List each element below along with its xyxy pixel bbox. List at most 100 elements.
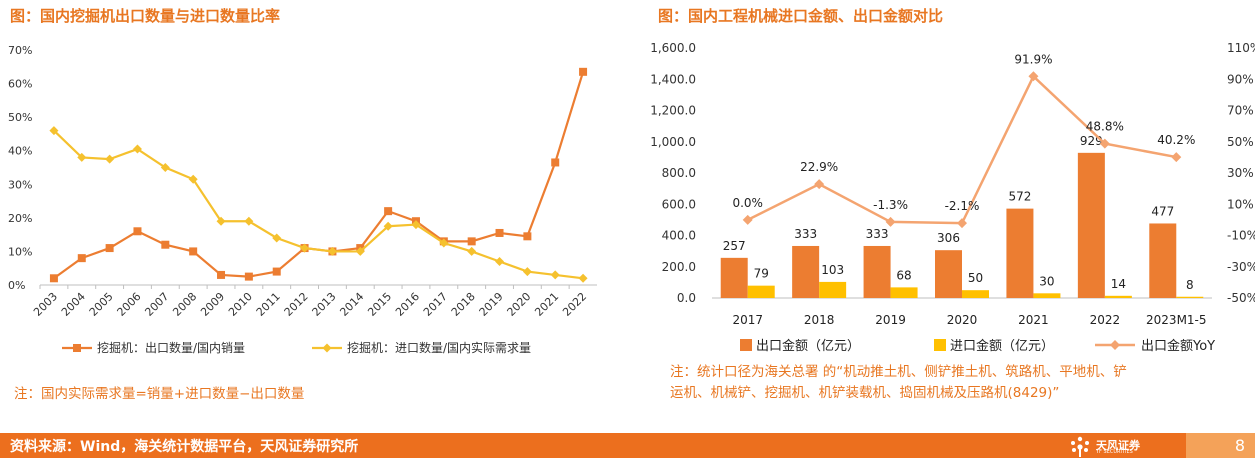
series-2-marker xyxy=(439,238,449,248)
source-text: 资料来源：Wind，海关统计数据平台，天风证券研究所 xyxy=(10,439,359,455)
legend-swatch-marker xyxy=(322,343,332,353)
y-tick-label: 50% xyxy=(8,111,32,124)
left-note: 注：国内实际需求量=销量+进口数量−出口数量 xyxy=(14,386,305,402)
series-line-2 xyxy=(53,129,584,280)
import-bar xyxy=(962,290,989,298)
import-data-label: 68 xyxy=(896,268,911,282)
y-tick-label: 30% xyxy=(8,178,32,191)
legend-swatch-import xyxy=(934,339,946,351)
right-chart-title: 图：国内工程机械进口金额、出口金额对比 xyxy=(658,7,944,25)
series-2-marker xyxy=(383,221,393,231)
series-1-marker xyxy=(272,267,281,276)
series-2-marker xyxy=(411,220,421,230)
legend-swatch-marker xyxy=(73,344,81,352)
y-tick-label: 10% xyxy=(8,245,32,258)
y-right-tick-label: -50% xyxy=(1227,291,1255,305)
legend-label: 挖掘机：进口数量/国内实际需求量 xyxy=(347,340,531,355)
y-right-tick-label: 70% xyxy=(1227,104,1254,118)
legend-label: 出口金额（亿元） xyxy=(756,338,860,354)
y-left-tick-label: 200.0 xyxy=(662,260,696,274)
series-2-marker xyxy=(244,216,254,226)
series-1-marker xyxy=(579,67,588,76)
y-left-tick-label: 800.0 xyxy=(662,166,696,180)
series-1-marker xyxy=(551,158,560,167)
import-data-label: 30 xyxy=(1039,274,1054,288)
x-tick-label: 2020 xyxy=(947,313,978,327)
series-1-marker xyxy=(189,247,198,256)
yoy-data-label: -2.1% xyxy=(945,199,980,213)
series-2-marker xyxy=(522,267,532,277)
import-bar xyxy=(747,285,775,298)
export-bar xyxy=(1077,152,1105,298)
series-2-marker xyxy=(272,233,282,243)
series-2-marker xyxy=(550,270,560,280)
series-2-marker xyxy=(160,163,170,172)
series-2-marker xyxy=(216,216,226,226)
series-1-marker xyxy=(384,207,393,216)
legend-swatch-export xyxy=(740,339,752,351)
left-chart-title: 图：国内挖掘机出口数量与进口数量比率 xyxy=(10,7,281,25)
series-2-marker xyxy=(77,152,87,162)
series-2-marker xyxy=(327,246,337,256)
yoy-data-label: 40.2% xyxy=(1157,133,1195,147)
export-bar xyxy=(1006,208,1034,298)
yoy-data-label: 22.9% xyxy=(800,160,838,174)
series-1-marker xyxy=(105,244,114,253)
y-left-tick-label: 600.0 xyxy=(662,197,696,211)
series-2-marker xyxy=(495,257,505,266)
y-tick-label: 70% xyxy=(8,44,32,57)
x-tick-label: 2019 xyxy=(875,313,906,327)
yoy-marker xyxy=(1028,71,1039,82)
yoy-data-label: 91.9% xyxy=(1014,52,1052,66)
y-tick-label: 40% xyxy=(8,145,32,158)
y-tick-label: 0% xyxy=(8,279,25,292)
series-1-marker xyxy=(133,227,142,236)
yoy-marker xyxy=(742,214,753,225)
series-1-marker xyxy=(49,274,58,283)
y-right-tick-label: -30% xyxy=(1227,260,1255,274)
series-1-marker xyxy=(244,272,253,281)
yoy-marker xyxy=(885,216,896,227)
logo-subtext: TF SECURITIES xyxy=(1096,449,1133,455)
series-2-marker xyxy=(467,246,477,256)
y-tick-label: 20% xyxy=(8,212,32,225)
export-data-label: 257 xyxy=(723,239,746,253)
y-left-tick-label: 1,000.0 xyxy=(650,135,696,149)
export-data-label: 333 xyxy=(794,227,817,241)
footer-bar: 资料来源：Wind，海关统计数据平台，天风证券研究所 天风证券 TF SECUR… xyxy=(0,433,1255,458)
series-1-marker xyxy=(217,270,226,279)
series-1-marker xyxy=(77,254,86,263)
logo-icon xyxy=(1071,436,1089,457)
export-bar xyxy=(1149,223,1177,298)
legend-label: 出口金额YoY xyxy=(1141,338,1215,354)
import-bar xyxy=(819,281,847,298)
legend-swatch-yoy-marker xyxy=(1110,340,1120,350)
import-data-label: 8 xyxy=(1186,278,1194,292)
export-data-label: 333 xyxy=(866,227,889,241)
export-bar xyxy=(792,245,820,298)
export-bar xyxy=(863,245,891,298)
export-data-label: 572 xyxy=(1008,190,1031,204)
export-data-label: 929 xyxy=(1080,134,1103,148)
series-1-marker xyxy=(495,228,504,237)
y-right-tick-label: 50% xyxy=(1227,135,1254,149)
yoy-data-label: 0.0% xyxy=(732,196,763,210)
y-right-tick-label: -10% xyxy=(1227,229,1255,243)
y-left-tick-label: 1,600.0 xyxy=(650,41,696,55)
series-1-marker xyxy=(467,237,476,246)
y-left-tick-label: 0.0 xyxy=(677,291,696,305)
y-right-tick-label: 30% xyxy=(1227,166,1254,180)
legend-label: 进口金额（亿元） xyxy=(950,338,1054,354)
series-2-marker xyxy=(300,243,310,253)
y-tick-label: 60% xyxy=(8,78,32,91)
right-note-line1: 注：统计口径为海关总署 的“机动推土机、侧铲推土机、筑路机、平地机、铲 xyxy=(670,364,1127,380)
right-note-line2: 运机、机械铲、挖掘机、机铲装载机、捣固机械及压路机(8429)” xyxy=(670,385,1060,401)
y-left-tick-label: 1,400.0 xyxy=(650,72,696,86)
export-data-label: 306 xyxy=(937,231,960,245)
series-2-marker xyxy=(578,273,588,283)
import-bar xyxy=(890,287,918,298)
import-bar xyxy=(1033,293,1061,298)
page-number: 8 xyxy=(1186,433,1255,458)
yoy-data-label: -1.3% xyxy=(873,198,908,212)
left-line-chart: 0%10%20%30%40%50%60%70%20032004200520062… xyxy=(8,44,597,355)
